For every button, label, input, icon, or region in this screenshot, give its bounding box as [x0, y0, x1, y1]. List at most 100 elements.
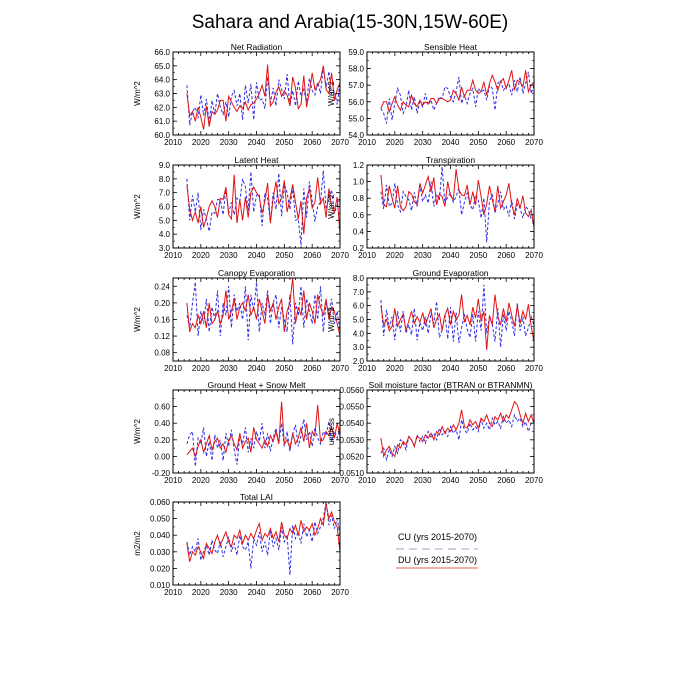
y-tick-label: 0.6	[353, 211, 365, 220]
y-tick-label: 54.0	[348, 131, 364, 140]
x-tick-label: 2060	[303, 588, 321, 597]
x-tick-label: 2050	[469, 251, 487, 260]
x-tick-label: 2030	[414, 476, 432, 485]
panel-title: Sensible Heat	[424, 42, 478, 52]
y-tick-label: 61.0	[154, 117, 170, 126]
x-tick-label: 2040	[442, 364, 460, 373]
x-tick-label: 2030	[414, 251, 432, 260]
x-tick-label: 2020	[386, 251, 404, 260]
y-tick-label: 7.0	[353, 288, 365, 297]
y-tick-label: 0.8	[353, 194, 365, 203]
panel-latent-heat: Latent Heat 2010 2020 2030 2040 2050 2060 2070 3…	[133, 155, 349, 260]
y-axis-label: W/m^2	[133, 194, 142, 219]
y-tick-label: 0.40	[154, 419, 170, 428]
plot-frame	[172, 164, 341, 249]
y-axis-label: unitless	[327, 418, 336, 445]
x-tick-label: 2020	[192, 476, 210, 485]
series-du-line	[186, 401, 341, 459]
panel-total-lai: Total LAI 2010 2020 2030 2040 2050 2060 2070 0.0…	[133, 492, 349, 597]
y-axis-label: W/m^2	[133, 81, 142, 106]
x-tick-label: 2030	[220, 138, 238, 147]
x-tick-label: 2060	[497, 364, 515, 373]
panel-title: Net Radiation	[231, 42, 283, 52]
x-tick-label: 2030	[220, 364, 238, 373]
y-tick-label: 0.0560	[340, 386, 365, 395]
x-tick-label: 2030	[414, 138, 432, 147]
y-tick-label: 7.0	[159, 189, 171, 198]
y-axis-label: W/m^2	[327, 194, 336, 219]
series-cu-line	[186, 67, 341, 126]
y-tick-label: 0.0540	[340, 419, 365, 428]
panel-net-radiation: Net Radiation 2010 2020 2030 2040 2050 2060 207…	[133, 42, 349, 147]
series-du-line	[186, 64, 341, 130]
panel-ground-heat-snow-melt: Ground Heat + Snow Melt 2010 2020 2030 2040 2…	[133, 380, 349, 485]
y-tick-label: 0.20	[154, 299, 170, 308]
panel-transpiration: Transpiration 2010 2020 2030 2040 2050 2060 207…	[327, 155, 543, 260]
series-du-line	[380, 400, 535, 459]
x-tick-label: 2070	[331, 476, 349, 485]
x-tick-label: 2060	[497, 138, 515, 147]
x-tick-label: 2010	[164, 251, 182, 260]
y-axis-label: W/m^2	[327, 307, 336, 332]
x-tick-label: 2010	[164, 588, 182, 597]
y-tick-label: 5.0	[353, 316, 365, 325]
x-tick-label: 2040	[248, 138, 266, 147]
y-tick-label: 1.0	[353, 178, 365, 187]
x-tick-label: 2020	[192, 364, 210, 373]
y-tick-label: 59.0	[348, 48, 364, 57]
x-tick-label: 2050	[275, 251, 293, 260]
series-cu-line	[186, 419, 341, 467]
y-axis-label: W/m^2	[133, 307, 142, 332]
x-tick-label: 2010	[164, 364, 182, 373]
y-tick-label: 57.0	[348, 81, 364, 90]
x-tick-label: 2050	[469, 364, 487, 373]
y-tick-label: 0.010	[150, 581, 171, 590]
plot-frame	[366, 164, 535, 249]
y-tick-label: 0.0520	[340, 452, 365, 461]
y-tick-label: 63.0	[154, 90, 170, 99]
y-tick-label: 0.16	[154, 316, 170, 325]
y-tick-label: 8.0	[353, 274, 365, 283]
y-tick-label: 0.00	[154, 452, 170, 461]
x-tick-label: 2050	[275, 138, 293, 147]
x-tick-label: 2050	[469, 138, 487, 147]
plot-frame	[366, 277, 535, 362]
y-tick-label: 0.050	[150, 515, 171, 524]
x-tick-label: 2060	[303, 138, 321, 147]
panel-soil-moisture-factor-btran-or-btranmn: Soil moisture factor (BTRAN or BTRANMN) 2…	[327, 380, 543, 485]
y-tick-label: 60.0	[154, 131, 170, 140]
x-tick-label: 2020	[192, 251, 210, 260]
y-tick-label: 0.030	[150, 548, 171, 557]
y-tick-label: 3.0	[159, 244, 171, 253]
x-tick-label: 2010	[358, 138, 376, 147]
x-tick-label: 2070	[331, 588, 349, 597]
panel-sensible-heat: Sensible Heat 2010 2020 2030 2040 2050 2060 207…	[327, 42, 543, 147]
y-tick-label: 55.0	[348, 114, 364, 123]
x-tick-label: 2020	[192, 138, 210, 147]
x-tick-label: 2020	[386, 476, 404, 485]
series-du-line	[380, 70, 535, 114]
series-du-line	[380, 294, 535, 350]
panel-title: Ground Heat + Snow Melt	[207, 380, 306, 390]
series-cu-line	[186, 282, 341, 345]
y-tick-label: 0.020	[150, 564, 171, 573]
y-axis-label: m2/m2	[133, 531, 142, 556]
y-tick-label: 0.060	[150, 498, 171, 507]
plot-frame	[172, 501, 341, 586]
x-tick-label: 2070	[331, 251, 349, 260]
y-tick-label: 1.2	[353, 161, 365, 170]
y-tick-label: 0.60	[154, 403, 170, 412]
x-tick-label: 2060	[303, 364, 321, 373]
legend-label-cu: CU (yrs 2015-2070)	[398, 532, 477, 542]
panel-ground-evaporation: Ground Evaporation 2010 2020 2030 2040 2050 20…	[327, 268, 543, 373]
x-tick-label: 2020	[386, 138, 404, 147]
x-tick-label: 2010	[358, 364, 376, 373]
series-du-line	[186, 174, 341, 235]
x-tick-label: 2040	[442, 138, 460, 147]
y-tick-label: 65.0	[154, 62, 170, 71]
y-axis-label: W/m^2	[327, 81, 336, 106]
plot-frame	[366, 51, 535, 136]
x-tick-label: 2040	[248, 251, 266, 260]
y-tick-label: 4.0	[353, 329, 365, 338]
